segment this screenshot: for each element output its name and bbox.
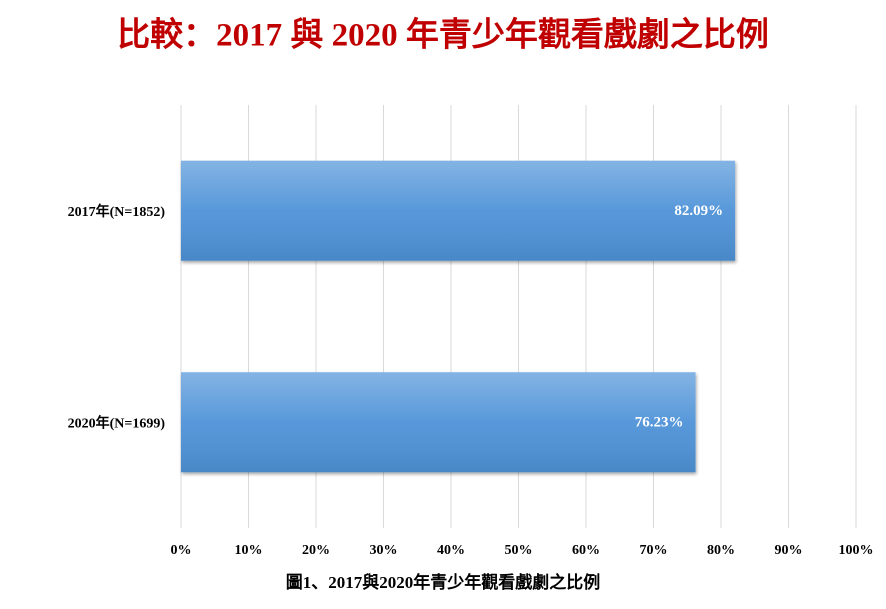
x-tick-label: 60% [572, 543, 600, 558]
x-tick-label: 30% [370, 543, 398, 558]
y-tick-label: 2017年(N=1852) [68, 203, 166, 220]
x-tick-label: 20% [302, 543, 330, 558]
bar-shine [181, 160, 736, 261]
x-tick-label: 0% [171, 543, 192, 558]
x-tick-label: 100% [839, 543, 874, 558]
chart-title: 比較：2017 與 2020 年青少年觀看戲劇之比例 [117, 16, 769, 54]
x-tick-label: 40% [437, 543, 465, 558]
x-tick-label: 90% [775, 543, 803, 558]
y-tick-label: 2020年(N=1699) [68, 414, 166, 431]
value-label: 82.09% [674, 203, 723, 219]
x-tick-label: 80% [707, 543, 735, 558]
value-label: 76.23% [635, 415, 684, 431]
x-tick-label: 70% [640, 543, 668, 558]
caption: 圖1、2017與2020年青少年觀看戲劇之比例 [286, 572, 601, 592]
x-tick-label: 50% [505, 543, 533, 558]
bar-shine [181, 372, 696, 473]
x-tick-label: 10% [235, 543, 263, 558]
